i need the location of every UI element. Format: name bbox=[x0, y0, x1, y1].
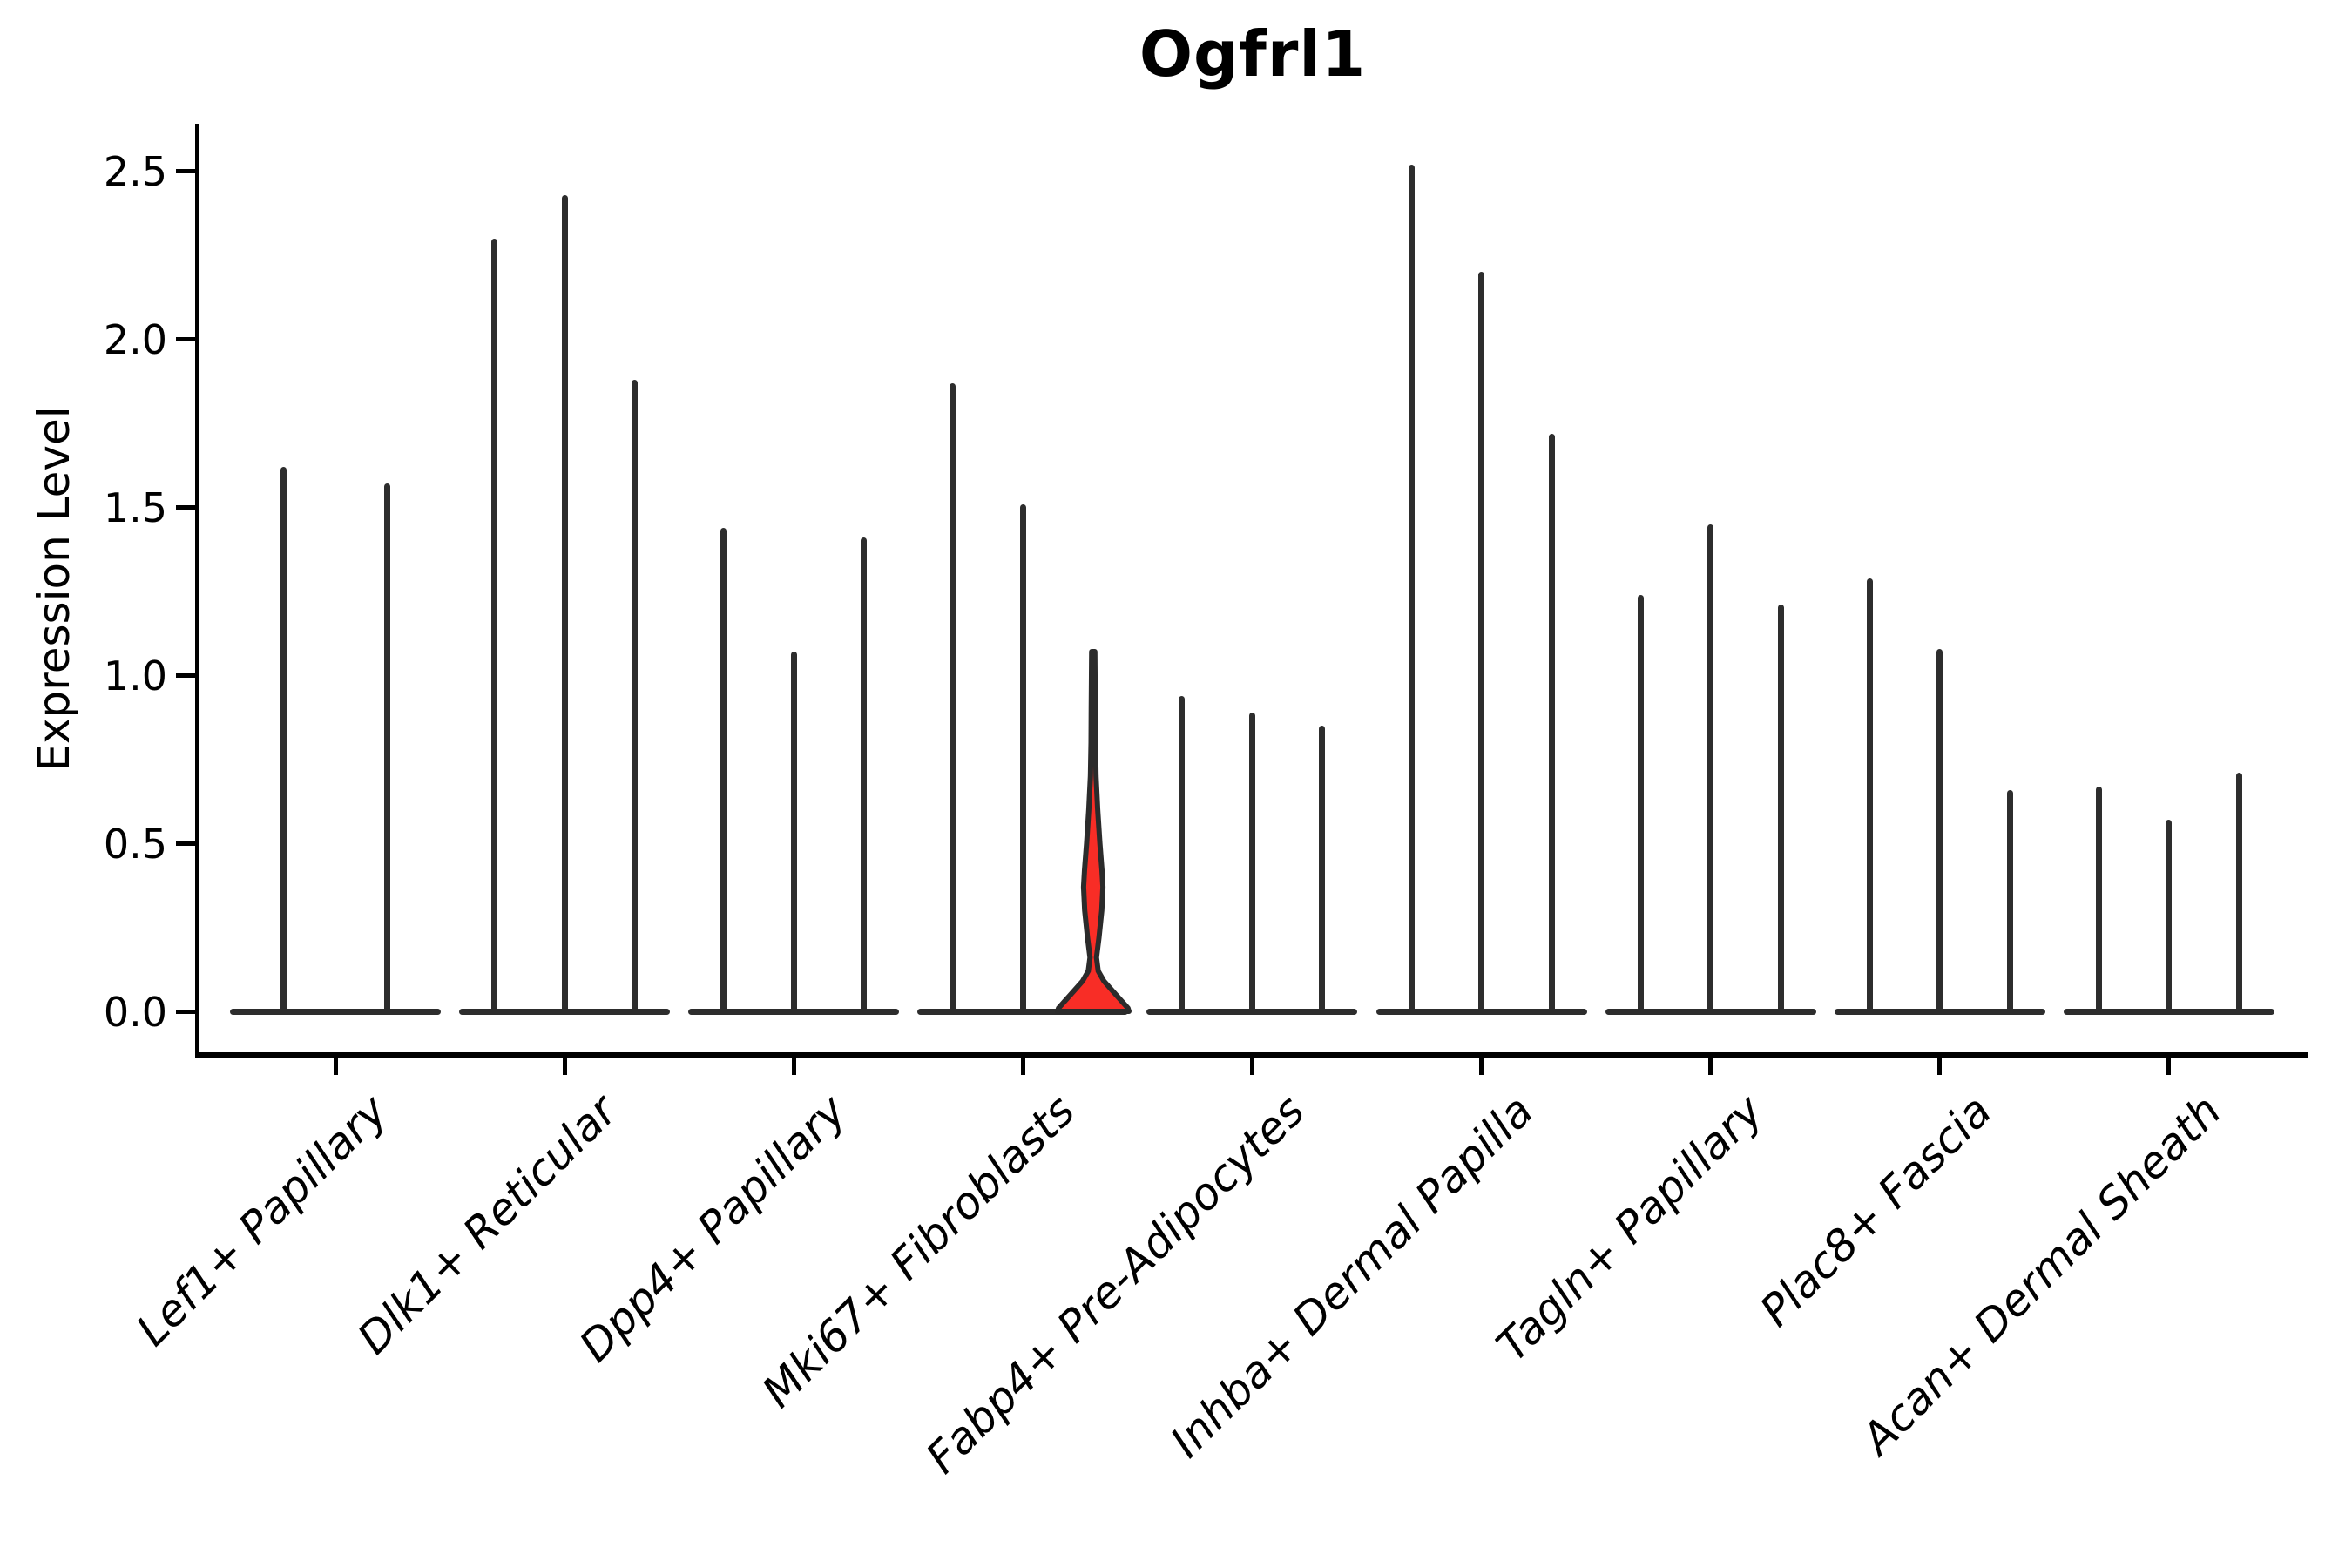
violin-group-baseline bbox=[688, 1009, 900, 1015]
x-axis-label: Plac8+ Fascia bbox=[1750, 1085, 2002, 1336]
x-tick bbox=[1937, 1056, 1943, 1075]
x-axis-label: Lef1+ Papillary bbox=[126, 1085, 398, 1356]
violin-group-baseline bbox=[1605, 1009, 1816, 1015]
violin-spike bbox=[2095, 786, 2102, 1011]
violin-group-baseline bbox=[1146, 1009, 1358, 1015]
violin-group-baseline bbox=[230, 1009, 441, 1015]
violin-spike bbox=[280, 467, 287, 1011]
y-tick bbox=[176, 505, 195, 510]
violin-spike bbox=[1777, 605, 1784, 1011]
violin-spike bbox=[1319, 726, 1326, 1011]
highlighted-violin-shape bbox=[1054, 649, 1132, 1015]
plot-title: Ogfrl1 bbox=[1139, 17, 1367, 91]
violin-spike bbox=[1179, 695, 1186, 1011]
violin-spike bbox=[1548, 433, 1555, 1011]
y-tick bbox=[176, 1010, 195, 1014]
x-tick bbox=[1020, 1056, 1025, 1075]
violin-spike bbox=[1408, 164, 1415, 1011]
highlighted-violin bbox=[1054, 649, 1132, 1015]
x-axis-line bbox=[195, 1052, 2308, 1058]
y-axis-label: Expression Level bbox=[29, 406, 79, 772]
y-tick bbox=[176, 169, 195, 173]
violin-spike bbox=[720, 527, 727, 1011]
violin-group-baseline bbox=[2063, 1009, 2274, 1015]
x-tick bbox=[1479, 1056, 1484, 1075]
y-tick-label: 0.5 bbox=[103, 820, 167, 868]
x-tick bbox=[562, 1056, 567, 1075]
x-tick bbox=[2166, 1056, 2172, 1075]
x-tick bbox=[333, 1056, 338, 1075]
violin-spike bbox=[2006, 789, 2013, 1011]
violin-group-baseline bbox=[1375, 1009, 1587, 1015]
x-tick bbox=[791, 1056, 796, 1075]
violin-spike bbox=[790, 652, 797, 1011]
y-axis-line bbox=[195, 124, 199, 1058]
y-tick-label: 2.5 bbox=[103, 147, 167, 195]
violin-spike bbox=[384, 483, 390, 1011]
violin-spike bbox=[1707, 524, 1714, 1011]
violin-spike bbox=[1637, 594, 1644, 1011]
violin-spike bbox=[561, 194, 568, 1011]
violin-spike bbox=[1478, 272, 1484, 1011]
violin-spike bbox=[1936, 648, 1943, 1011]
y-tick bbox=[176, 337, 195, 341]
violin-spike bbox=[1866, 578, 1873, 1011]
y-tick-label: 1.5 bbox=[103, 483, 167, 531]
violin-spike bbox=[861, 537, 868, 1011]
y-tick-label: 2.0 bbox=[103, 315, 167, 363]
violin-spike bbox=[2235, 773, 2242, 1011]
violin-spike bbox=[1019, 504, 1026, 1011]
x-axis-label: Inhba+ Dermal Papilla bbox=[1161, 1085, 1544, 1468]
violin-spike bbox=[491, 238, 498, 1011]
x-axis-label: Fabp4+ Pre-Adipocytes bbox=[916, 1085, 1315, 1484]
violin-spike bbox=[632, 379, 639, 1011]
violin-group-baseline bbox=[917, 1009, 1129, 1015]
violin-spike bbox=[950, 382, 956, 1011]
y-tick bbox=[176, 841, 195, 846]
violin-spike bbox=[1248, 712, 1255, 1011]
violin-group-baseline bbox=[459, 1009, 671, 1015]
violin-spike bbox=[2166, 820, 2173, 1011]
y-tick bbox=[176, 673, 195, 678]
violin-group-baseline bbox=[1834, 1009, 2045, 1015]
y-tick-label: 0.0 bbox=[103, 988, 167, 1036]
y-tick-label: 1.0 bbox=[103, 652, 167, 700]
x-tick bbox=[1708, 1056, 1713, 1075]
x-tick bbox=[1249, 1056, 1254, 1075]
